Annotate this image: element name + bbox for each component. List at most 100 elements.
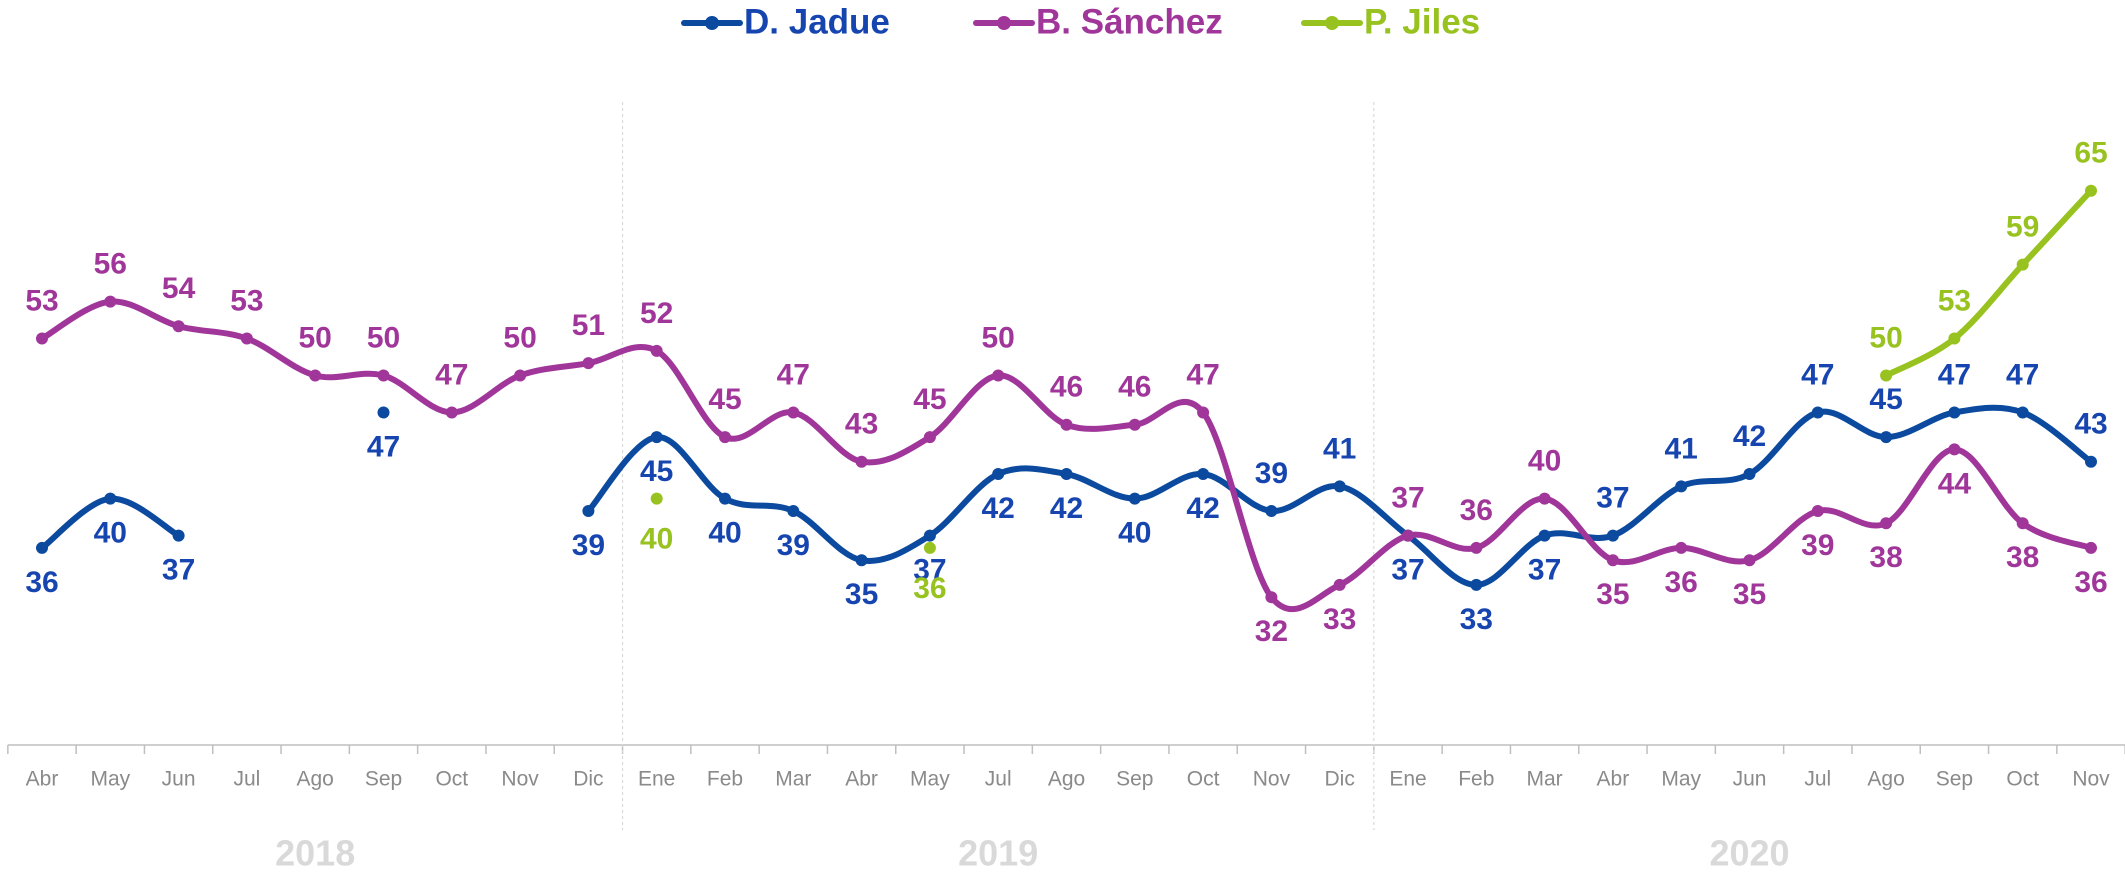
data-label: 50 <box>503 321 536 354</box>
point <box>1675 480 1688 493</box>
legend-label: D. Jadue <box>744 2 890 41</box>
data-label: 36 <box>913 572 946 605</box>
point <box>1333 480 1346 493</box>
data-label: 39 <box>1255 457 1288 490</box>
point <box>2016 517 2029 530</box>
data-label: 45 <box>1869 383 1902 416</box>
point <box>923 431 936 444</box>
point <box>1265 591 1278 604</box>
data-label: 44 <box>1938 467 1972 500</box>
x-tick-label: Abr <box>26 768 59 791</box>
year-label: 2019 <box>958 833 1038 874</box>
data-label: 36 <box>1460 494 1493 527</box>
data-label: 36 <box>2074 566 2107 599</box>
point <box>1470 541 1483 554</box>
x-tick-label: Nov <box>1253 768 1291 791</box>
point <box>582 357 595 370</box>
data-label: 40 <box>708 517 741 550</box>
data-label: 37 <box>913 554 946 587</box>
point <box>1060 468 1073 481</box>
point <box>787 406 800 419</box>
point <box>2085 455 2097 468</box>
point <box>1948 443 1961 456</box>
data-label: 40 <box>1528 445 1561 478</box>
point <box>1197 468 1210 481</box>
legend-dot <box>997 16 1011 30</box>
point <box>172 529 185 542</box>
data-label: 40 <box>640 523 673 556</box>
x-tick-label: Sep <box>1936 768 1973 791</box>
legend-item: B. Sánchez <box>973 2 1223 41</box>
data-label: 36 <box>1665 566 1698 599</box>
data-label: 37 <box>1391 482 1424 515</box>
point <box>1948 406 1961 419</box>
point <box>1197 406 1210 419</box>
legend-label: B. Sánchez <box>1036 2 1223 41</box>
data-label: 35 <box>1596 578 1629 611</box>
x-tick-label: Oct <box>1187 768 1220 791</box>
data-label: 40 <box>1118 517 1151 550</box>
data-label: 39 <box>1801 529 1834 562</box>
line <box>1883 187 2094 379</box>
x-tick-label: Sep <box>1116 768 1153 791</box>
data-label: 42 <box>1186 492 1219 525</box>
point <box>719 492 731 505</box>
x-tick-label: Mar <box>1527 768 1563 791</box>
data-label: 39 <box>777 529 810 562</box>
point <box>2085 184 2097 197</box>
x-tick-label: Oct <box>435 768 468 791</box>
data-label: 42 <box>1733 420 1766 453</box>
line <box>39 298 2094 613</box>
data-label: 50 <box>299 321 332 354</box>
data-label: 45 <box>640 455 673 488</box>
data-label: 42 <box>1050 492 1083 525</box>
point <box>1675 541 1688 554</box>
legend-item: P. Jiles <box>1301 2 1480 41</box>
point <box>1811 406 1824 419</box>
point <box>1538 529 1551 542</box>
x-tick-label: Ago <box>1867 768 1904 791</box>
data-label: 50 <box>982 321 1015 354</box>
point <box>514 369 527 382</box>
year-label: 2018 <box>275 833 355 874</box>
data-label: 51 <box>572 309 605 342</box>
series-2: 40 36 50 53 59 65 <box>640 137 2108 605</box>
point <box>650 431 663 444</box>
point <box>992 369 1005 382</box>
x-tick-label: May <box>1661 768 1701 791</box>
point <box>2085 541 2097 554</box>
data-label: 38 <box>2006 541 2039 574</box>
data-label: 35 <box>845 578 878 611</box>
point <box>309 369 322 382</box>
data-label: 35 <box>1733 578 1766 611</box>
point <box>923 541 936 554</box>
data-label: 38 <box>1869 541 1902 574</box>
year-label: 2020 <box>1709 833 1789 874</box>
series-1: 53 56 54 53 50 50 47 50 51 52 45 47 43 45 50 46 46 47 32 33… <box>25 248 2107 649</box>
x-tick-label: Feb <box>1458 768 1494 791</box>
data-label: 47 <box>777 358 810 391</box>
x-tick-label: Dic <box>573 768 603 791</box>
point <box>377 406 390 419</box>
data-label: 32 <box>1255 615 1288 648</box>
data-label: 37 <box>1391 554 1424 587</box>
x-tick-label: Ago <box>297 768 334 791</box>
data-label: 52 <box>640 297 673 330</box>
x-tick-label: Abr <box>1597 768 1630 791</box>
x-tick-label: Jul <box>1804 768 1831 791</box>
legend-item: D. Jadue <box>681 2 890 41</box>
data-label: 37 <box>1528 554 1561 587</box>
legend-dot <box>705 16 719 30</box>
data-label: 56 <box>94 248 127 281</box>
x-tick-label: Jun <box>1733 768 1767 791</box>
data-label: 47 <box>1186 358 1219 391</box>
point <box>104 295 117 308</box>
point <box>923 529 936 542</box>
data-label: 36 <box>25 566 58 599</box>
data-label: 42 <box>982 492 1015 525</box>
x-tick-label: Ago <box>1048 768 1085 791</box>
point <box>1880 431 1893 444</box>
point <box>2016 406 2029 419</box>
point <box>445 406 458 419</box>
x-tick-label: Ene <box>638 768 675 791</box>
